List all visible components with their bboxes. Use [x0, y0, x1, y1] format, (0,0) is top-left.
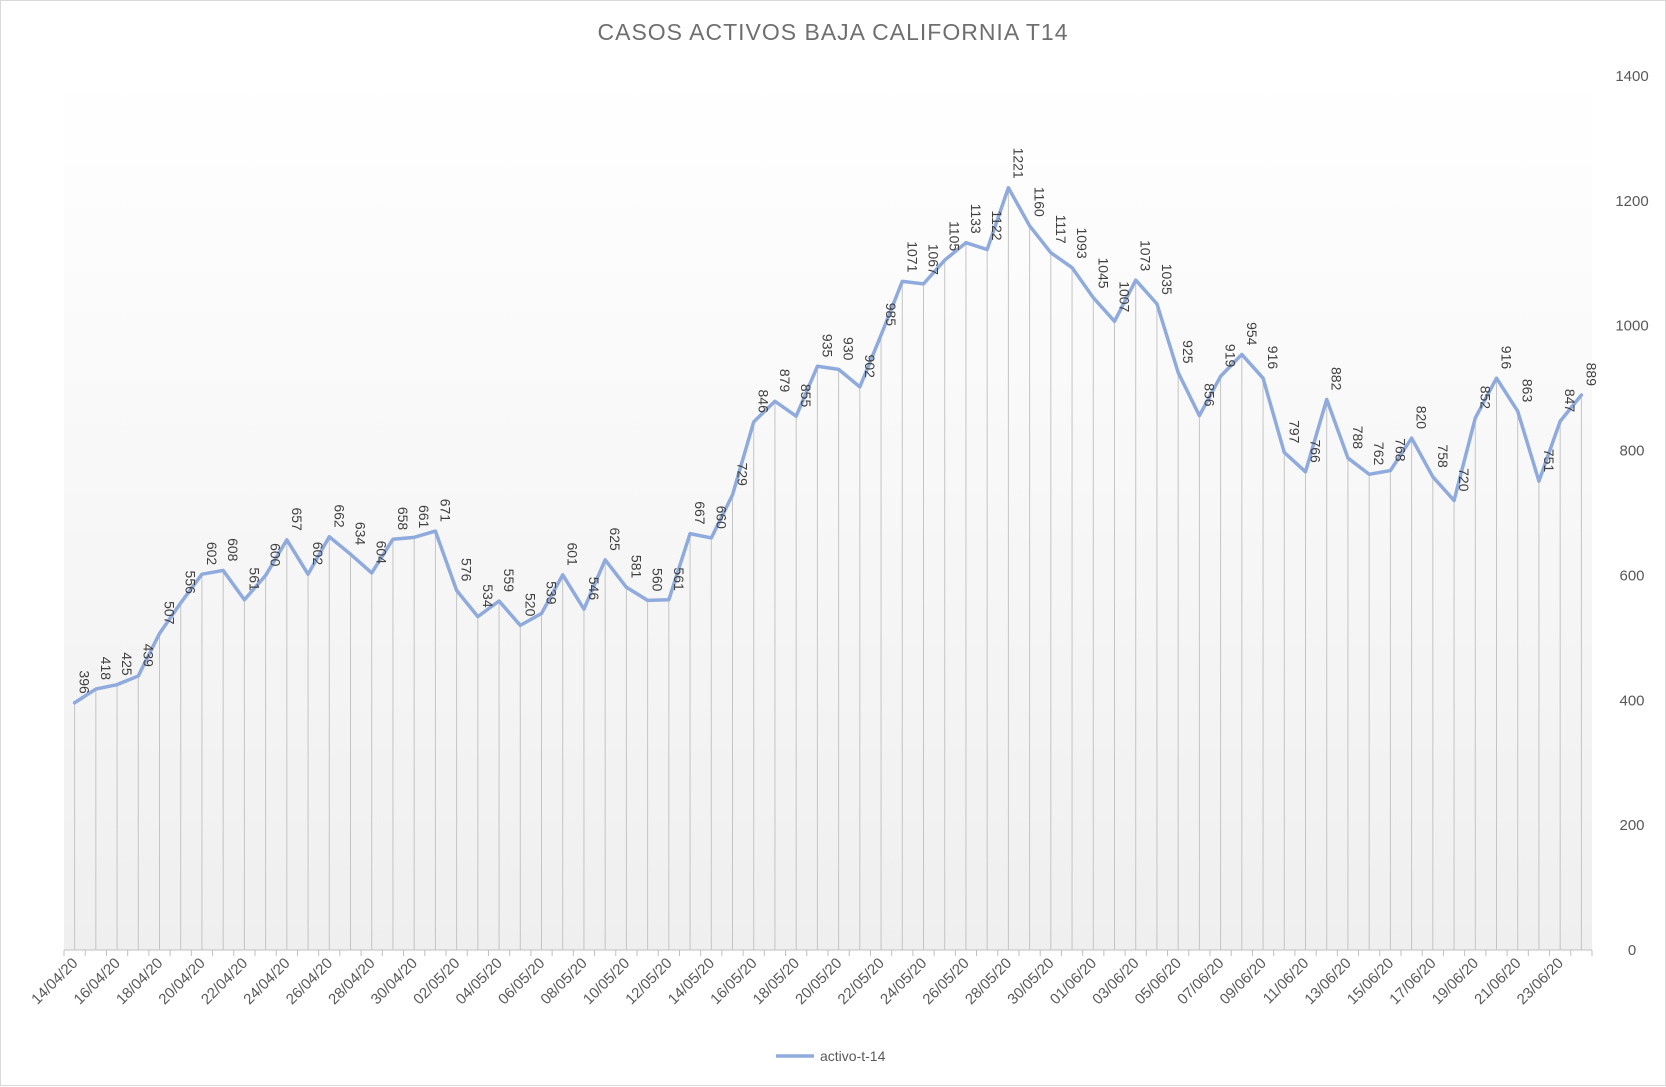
data-label: 1105 — [947, 221, 963, 251]
data-label: 1133 — [968, 204, 984, 234]
data-label: 820 — [1414, 406, 1430, 430]
y-tick-label: 1200 — [1615, 193, 1648, 210]
data-label: 539 — [544, 581, 560, 605]
data-label: 657 — [289, 507, 305, 531]
data-label: 625 — [607, 527, 623, 551]
data-label: 729 — [735, 463, 751, 487]
data-label: 935 — [819, 334, 835, 358]
data-label: 581 — [628, 555, 644, 579]
x-tick-label: 23/06/20 — [1514, 955, 1567, 1008]
data-label: 846 — [756, 389, 772, 413]
data-label: 768 — [1392, 438, 1408, 462]
data-label: 671 — [437, 499, 453, 523]
data-label: 1067 — [926, 244, 942, 275]
data-label: 602 — [310, 542, 326, 566]
data-label: 852 — [1477, 386, 1493, 410]
data-label: 1122 — [989, 210, 1005, 240]
data-label: 396 — [77, 670, 93, 694]
y-tick-label: 200 — [1619, 817, 1644, 834]
data-label: 661 — [416, 505, 432, 529]
data-label: 985 — [883, 303, 899, 327]
legend-label: activo-t-14 — [820, 1048, 886, 1064]
data-label: 762 — [1371, 442, 1387, 466]
data-label: 1073 — [1138, 240, 1154, 271]
data-label: 1160 — [1032, 187, 1048, 217]
data-label: 855 — [798, 384, 814, 408]
data-label: 919 — [1223, 344, 1239, 368]
plot-area — [64, 76, 1592, 950]
data-label: 954 — [1244, 322, 1260, 346]
data-label: 1045 — [1095, 257, 1111, 288]
data-label: 925 — [1180, 340, 1196, 364]
data-label: 879 — [777, 369, 793, 393]
data-label: 751 — [1541, 449, 1557, 473]
chart-title: CASOS ACTIVOS BAJA CALIFORNIA T14 — [597, 19, 1069, 45]
data-label: 559 — [501, 569, 517, 593]
data-label: 556 — [183, 571, 199, 595]
data-label: 863 — [1520, 379, 1536, 403]
data-label: 1093 — [1074, 227, 1090, 258]
data-label: 601 — [565, 542, 581, 566]
data-label: 425 — [119, 652, 135, 676]
data-label: 902 — [862, 355, 878, 379]
data-label: 546 — [586, 577, 602, 601]
data-label: 889 — [1583, 363, 1599, 387]
data-label: 534 — [480, 584, 496, 608]
y-tick-label: 800 — [1619, 443, 1644, 460]
x-tick-label: 09/06/20 — [1217, 955, 1270, 1008]
data-label: 520 — [522, 593, 538, 617]
data-label: 1071 — [904, 241, 920, 272]
y-tick-label: 1000 — [1615, 318, 1648, 335]
data-labels: 396 418 425 439 507 556 602 608 561 600 657 602 662 6… — [77, 148, 1600, 694]
data-label: 930 — [841, 337, 857, 361]
data-label: 662 — [331, 504, 347, 528]
data-label: 576 — [459, 558, 475, 582]
data-label: 418 — [98, 657, 114, 681]
x-ticks: 14/04/2016/04/2018/04/2020/04/2022/04/20… — [28, 950, 1593, 1008]
data-label: 439 — [140, 644, 156, 668]
data-label: 660 — [713, 506, 729, 530]
data-label: 560 — [650, 568, 666, 592]
y-tick-label: 400 — [1619, 692, 1644, 709]
data-label: 602 — [204, 542, 220, 566]
data-label: 604 — [374, 541, 390, 565]
drop-lines — [74, 187, 1582, 950]
data-label: 608 — [225, 538, 241, 562]
data-label: 1035 — [1159, 264, 1175, 295]
data-label: 720 — [1456, 468, 1472, 492]
data-label: 634 — [353, 522, 369, 546]
data-label: 1007 — [1117, 281, 1133, 312]
series-line-activo-t-14 — [72, 186, 1584, 705]
data-label: 766 — [1308, 439, 1324, 463]
y-tick-label: 1400 — [1615, 68, 1648, 85]
legend: activo-t-14 — [776, 1048, 886, 1064]
data-label: 561 — [671, 567, 687, 591]
y-tick-label: 600 — [1619, 567, 1644, 584]
y-ticks: 0 200 400 600 800 1000 1200 1400 — [1615, 68, 1648, 959]
data-label: 1117 — [1053, 215, 1069, 244]
data-label: 658 — [395, 507, 411, 531]
data-label: 561 — [246, 567, 262, 591]
data-label: 797 — [1286, 420, 1302, 444]
data-label: 916 — [1265, 346, 1281, 370]
data-label: 788 — [1350, 426, 1366, 450]
data-label: 847 — [1562, 389, 1578, 413]
data-label: 758 — [1435, 444, 1451, 468]
data-label: 667 — [692, 501, 708, 525]
data-label: 507 — [162, 601, 178, 625]
data-label: 600 — [268, 543, 284, 567]
data-label: 1221 — [1010, 148, 1026, 179]
data-label: 856 — [1201, 383, 1217, 407]
data-label: 882 — [1329, 367, 1345, 391]
data-label: 916 — [1499, 346, 1515, 370]
y-tick-label: 0 — [1628, 942, 1636, 959]
